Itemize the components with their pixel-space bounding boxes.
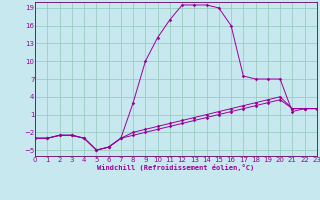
X-axis label: Windchill (Refroidissement éolien,°C): Windchill (Refroidissement éolien,°C) xyxy=(97,164,255,171)
